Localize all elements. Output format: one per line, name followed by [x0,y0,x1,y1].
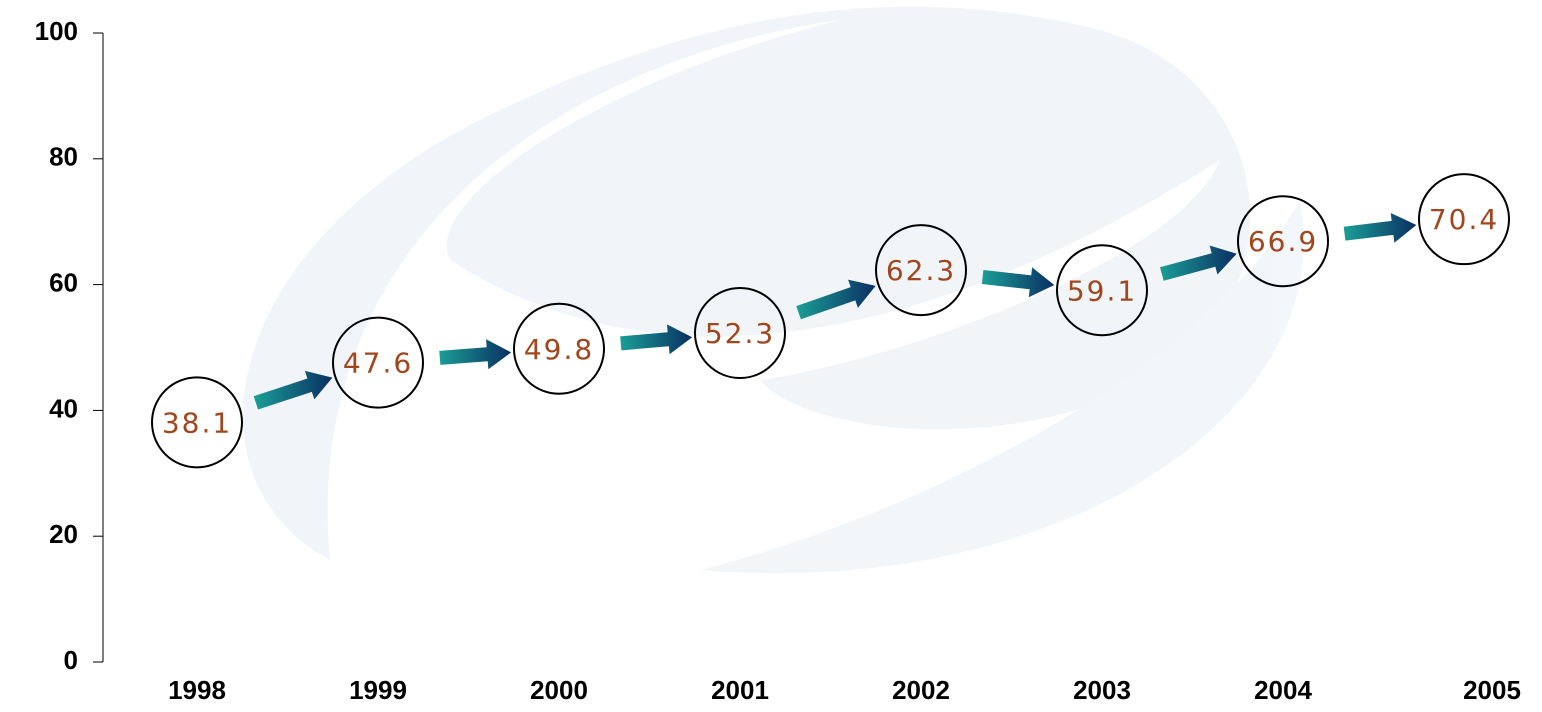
y-tick-label: 0 [64,645,78,675]
arrow [253,370,333,410]
arrow [1160,245,1237,281]
value-label: 38.1 [162,406,232,439]
arrow [796,279,876,320]
arrow [439,339,512,370]
x-tick-label: 2003 [1073,675,1131,705]
x-tick-label: 1998 [168,675,226,705]
arrow [981,267,1055,298]
x-tick-label: 2004 [1254,675,1312,705]
value-label: 52.3 [705,317,775,350]
value-label: 62.3 [886,254,956,287]
data-point [1418,173,1510,266]
value-label: 47.6 [343,347,413,380]
y-tick-label: 40 [49,393,78,423]
y-tick-label: 80 [49,142,78,172]
x-tick-label: 1999 [349,675,407,705]
value-label: 59.1 [1067,274,1137,307]
x-tick-label: 2005 [1463,675,1521,705]
value-label: 49.8 [524,333,594,366]
y-tick-label: 100 [35,16,78,46]
data-point [332,316,424,409]
arrow [1343,212,1417,243]
watermark-shape [242,6,1251,560]
x-tick-label: 2002 [892,675,950,705]
value-label: 70.4 [1429,203,1499,236]
data-point [151,376,243,469]
watermark [242,6,1304,574]
data-point [694,287,786,380]
data-point [513,302,605,395]
data-point [875,224,967,317]
watermark-shape [700,200,1304,574]
data-point [1056,244,1148,337]
data-point [1237,195,1329,288]
x-tick-label: 2001 [711,675,769,705]
y-tick-label: 60 [49,267,78,297]
y-tick-label: 20 [49,519,78,549]
value-label: 66.9 [1248,225,1318,258]
arrow [620,324,693,355]
x-tick-label: 2000 [530,675,588,705]
